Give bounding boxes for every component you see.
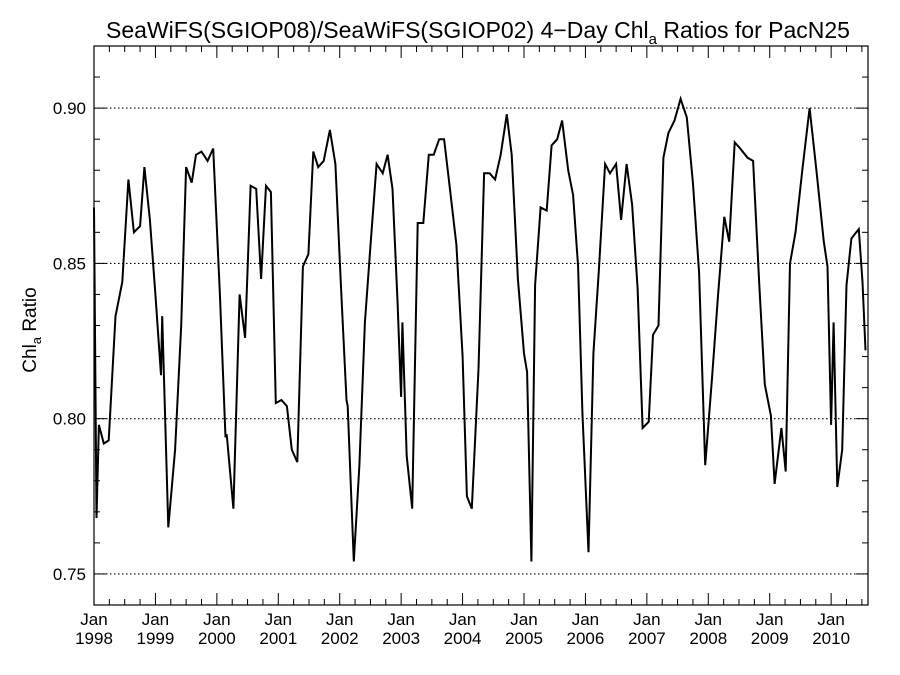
y-tick-label: 0.90 (53, 99, 86, 118)
x-tick-label-year: 2003 (382, 629, 420, 648)
x-tick-label-year: 2010 (812, 629, 850, 648)
y-axis-label-subscript: a (29, 336, 44, 344)
x-tick-label-month: Jan (817, 610, 844, 629)
y-axis-label: Chla Ratio (20, 287, 44, 372)
x-tick-label-year: 2009 (751, 629, 789, 648)
y-tick-labels: 0.75 0.80 0.85 0.90 (53, 99, 86, 584)
chart-title: SeaWiFS(SGIOP08)/SeaWiFS(SGIOP02) 4−Day … (106, 17, 850, 48)
x-tick-label-month: Jan (326, 610, 353, 629)
x-tick-label-month: Jan (572, 610, 599, 629)
y-axis-label-suffix: Ratio (20, 287, 41, 337)
x-tick-label-year: 1998 (75, 629, 113, 648)
x-tick-label-month: Jan (80, 610, 107, 629)
x-tick-label-year: 2001 (259, 629, 297, 648)
series-line (93, 95, 867, 562)
x-tick-label-month: Jan (265, 610, 292, 629)
y-axis-label-text: Chl (20, 344, 41, 373)
x-tick-label-year: 2000 (198, 629, 236, 648)
chart-title-subscript: a (649, 31, 658, 48)
grid (94, 107, 868, 575)
axis-ticks (93, 45, 868, 606)
chart-title-suffix: Ratios for PacN25 (657, 17, 850, 43)
x-tick-label-month: Jan (203, 610, 230, 629)
x-tick-labels: Jan1998Jan1999Jan2000Jan2001Jan2002Jan20… (75, 610, 850, 648)
x-tick-label-month: Jan (387, 610, 414, 629)
series-group (93, 95, 867, 562)
y-tick-label: 0.75 (53, 565, 86, 584)
x-tick-label-year: 1999 (137, 629, 175, 648)
x-tick-label-year: 2002 (321, 629, 359, 648)
x-tick-label-month: Jan (633, 610, 660, 629)
x-tick-label-year: 2008 (689, 629, 727, 648)
x-tick-label-month: Jan (142, 610, 169, 629)
y-tick-label: 0.85 (53, 254, 86, 273)
x-tick-label-year: 2004 (444, 629, 482, 648)
x-tick-label-year: 2006 (567, 629, 605, 648)
plot-area-frame (93, 45, 869, 606)
y-tick-label: 0.80 (53, 410, 86, 429)
x-tick-label-year: 2005 (505, 629, 543, 648)
x-tick-label-month: Jan (756, 610, 783, 629)
x-tick-label-month: Jan (695, 610, 722, 629)
x-tick-label-month: Jan (449, 610, 476, 629)
x-tick-label-year: 2007 (628, 629, 666, 648)
x-tick-label-month: Jan (510, 610, 537, 629)
chart-title-text: SeaWiFS(SGIOP08)/SeaWiFS(SGIOP02) 4−Day … (106, 17, 649, 43)
